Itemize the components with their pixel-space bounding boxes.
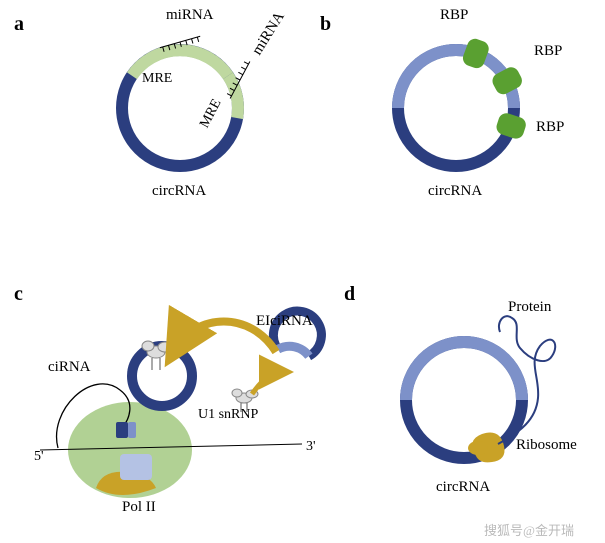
polII-label: Pol II [122,500,156,515]
panel-letter-c: c [14,284,23,304]
ring-d-light [406,342,522,400]
caption-d: circRNA [436,480,490,495]
panel-a [122,36,250,166]
rbp-label-1: RBP [440,8,468,23]
protein-label: Protein [508,300,551,315]
panel-c [40,311,321,498]
eicirna-ring-light [278,346,309,356]
figure-stage: a b c d miRNA miRNA MRE MRE circRNA RBP … [0,0,605,543]
polII-block [120,454,152,480]
u1-label: U1 snRNP [198,408,258,422]
ribosome-label: Ribosome [516,438,577,453]
three-prime-label: 3' [306,440,316,454]
panel-letter-d: d [344,284,355,304]
arrow-u1-to-eicirna [252,372,280,394]
protein-strand [498,316,555,444]
panel-letter-b: b [320,14,331,34]
polII-clip2 [128,422,136,438]
mre-label-1: MRE [142,72,172,86]
watermark-text: 搜狐号@金开瑞 [484,520,574,539]
rbp-label-3: RBP [536,120,564,135]
panel-letter-a: a [14,14,24,34]
rbp-label-2: RBP [534,44,562,59]
caption-b: circRNA [428,184,482,199]
eicirna-label: EIciRNA [256,314,313,329]
five-prime-label: 5' [34,450,44,464]
polII-clip [116,422,128,438]
figure-svg [0,0,605,543]
caption-a: circRNA [152,184,206,199]
cirna-label: ciRNA [48,360,91,375]
mre-arc-2 [228,76,238,118]
rbp-3 [494,111,527,141]
panel-b [398,37,528,166]
mirna-label-1: miRNA [166,8,214,23]
